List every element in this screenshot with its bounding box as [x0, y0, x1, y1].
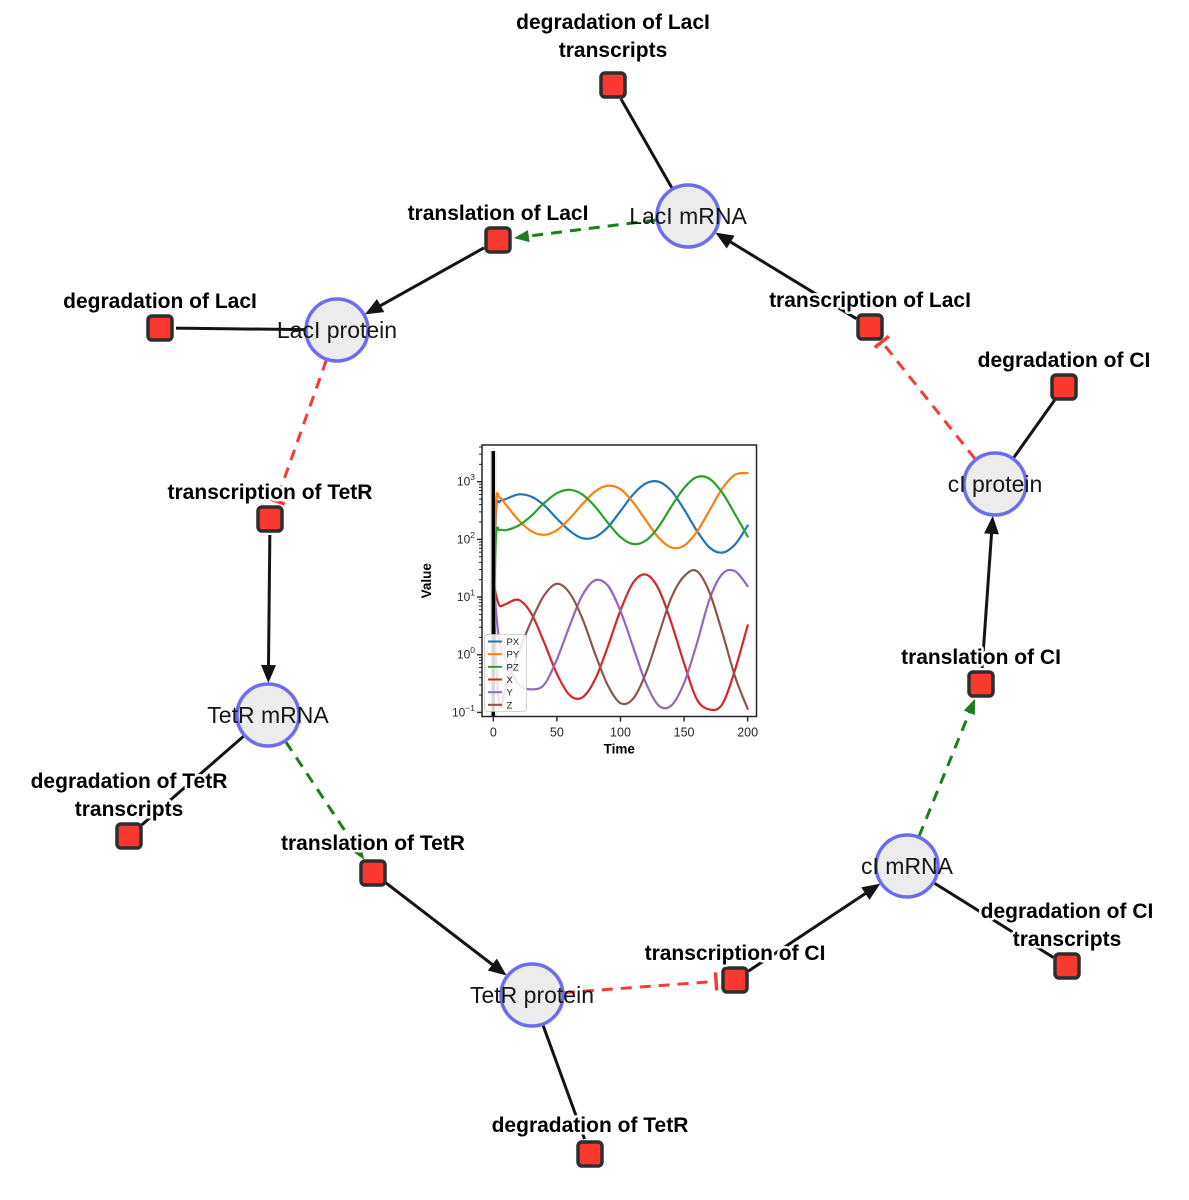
- reaction-label-tx_tetr-line0: transcription of TetR: [168, 481, 373, 504]
- edges-layer: [140, 98, 1056, 1140]
- reaction-label-tx_ci-line0: transcription of CI: [645, 942, 826, 965]
- y-tick-10e1: 101: [457, 588, 475, 605]
- reaction-node-deg_laci_tx[interactable]: [599, 71, 627, 99]
- y-tick-10e-1: 10−1: [452, 703, 475, 720]
- x-tick-0: 0: [490, 726, 497, 740]
- legend-entry-PX: PX: [507, 637, 520, 648]
- x-axis-label: Time: [604, 742, 636, 757]
- species-label-ci_protein: cI protein: [948, 471, 1043, 497]
- axes-frame: [481, 444, 758, 718]
- legend-entry-PZ: PZ: [507, 662, 519, 673]
- edge-ci_mrna-tl_ci: [917, 698, 975, 837]
- edge-tetr_mrna-deg_tetr_tx: [140, 734, 245, 827]
- edge-tx_tetr-tetr_mrna: [261, 534, 277, 684]
- legend-entry-Y: Y: [507, 688, 514, 699]
- legend-entry-PY: PY: [507, 650, 520, 661]
- y-axis-label: Value: [419, 563, 434, 599]
- species-label-ci_mrna: cI mRNA: [861, 853, 954, 879]
- reaction-label-deg_ci-line0: degradation of CI: [978, 349, 1151, 372]
- species-node-tetr_protein[interactable]: [499, 962, 565, 1028]
- reaction-label-deg_laci_tx-line0: degradation of LacI: [516, 11, 710, 34]
- reaction-node-deg_laci[interactable]: [146, 314, 174, 342]
- reaction-label-tl_laci-line0: translation of LacI: [408, 202, 589, 225]
- reaction-label-tx_laci-line0: transcription of LacI: [769, 289, 971, 312]
- x-tick-100: 100: [610, 726, 631, 740]
- legend-entry-Z: Z: [507, 700, 513, 711]
- nodes-layer: [115, 71, 1081, 1168]
- reaction-node-tx_ci[interactable]: [721, 966, 749, 994]
- x-tick-200: 200: [737, 726, 758, 740]
- reaction-label-deg_ci_tx-line0: degradation of CI: [981, 900, 1154, 923]
- reaction-label-tl_ci-line0: translation of CI: [901, 646, 1061, 669]
- edge-tetr_protein-deg_tetr: [541, 1024, 586, 1140]
- labels-layer: LacI mRNA LacI protein cI protein TetR mRNA…: [28, 9, 1156, 1140]
- reaction-label-deg_ci_tx-line1: transcripts: [1013, 928, 1122, 951]
- species-label-laci_mrna: LacI mRNA: [629, 203, 747, 229]
- edge-ci_mrna-deg_ci_tx: [933, 881, 1055, 959]
- reaction-node-deg_ci_tx[interactable]: [1053, 952, 1081, 980]
- legend-entry-X: X: [507, 675, 514, 686]
- species-label-laci_protein: LacI protein: [277, 317, 397, 343]
- edge-tx_ci-ci_mrna: [747, 883, 881, 973]
- edge-tl_tetr-tetr_protein: [384, 881, 507, 976]
- edge-tetr_mrna-tl_tetr: [284, 740, 365, 860]
- plot-curves: [492, 471, 749, 712]
- series-X: [492, 573, 749, 712]
- reaction-label-deg_laci_tx-line1: transcripts: [559, 39, 668, 62]
- reaction-label-deg_tetr_tx-line0: degradation of TetR: [31, 770, 228, 793]
- species-node-ci_mrna[interactable]: [874, 833, 940, 899]
- reaction-label-deg_laci-line0: degradation of LacI: [63, 290, 257, 313]
- series-PX: [492, 480, 749, 656]
- edge-ci_protein-deg_ci: [1012, 399, 1056, 459]
- edge-tl_laci-laci_protein: [364, 246, 485, 315]
- timeseries-inset-plot: 0 50 100 150 20010310210110010−1TimeValuePXP…: [419, 444, 758, 757]
- edge-laci_mrna-deg_laci_tx: [619, 98, 674, 189]
- y-tick-10e2: 102: [457, 530, 475, 547]
- species-node-ci_protein[interactable]: [962, 451, 1028, 517]
- species-node-laci_mrna[interactable]: [655, 183, 721, 249]
- species-node-laci_protein[interactable]: [304, 297, 370, 363]
- species-label-tetr_protein: TetR protein: [470, 982, 594, 1008]
- series-PY: [492, 471, 749, 656]
- reaction-label-deg_tetr_tx-line1: transcripts: [75, 798, 184, 821]
- x-tick-50: 50: [550, 726, 564, 740]
- y-tick-10e3: 103: [457, 472, 475, 489]
- reaction-node-tl_tetr[interactable]: [359, 859, 387, 887]
- series-Z: [492, 569, 749, 711]
- reaction-node-deg_ci[interactable]: [1050, 373, 1078, 401]
- edge-tl_ci-ci_protein: [980, 515, 999, 669]
- x-tick-150: 150: [674, 726, 695, 740]
- reaction-node-tx_tetr[interactable]: [256, 505, 284, 533]
- reaction-node-deg_tetr[interactable]: [576, 1140, 604, 1168]
- series-PZ: [492, 475, 749, 656]
- edge-laci_protein-deg_laci: [175, 326, 306, 332]
- reaction-node-tl_laci[interactable]: [484, 226, 512, 254]
- reaction-node-deg_tetr_tx[interactable]: [115, 822, 143, 850]
- species-node-tetr_mrna[interactable]: [235, 682, 301, 748]
- edge-laci_mrna-tl_laci: [513, 218, 657, 243]
- edge-tetr_protein-tx_ci: [563, 972, 719, 995]
- reaction-node-tx_laci[interactable]: [856, 313, 884, 341]
- reaction-node-tl_ci[interactable]: [967, 670, 995, 698]
- edge-ci_protein-tx_laci: [873, 334, 977, 460]
- reaction-label-deg_tetr-line0: degradation of TetR: [492, 1114, 689, 1137]
- edge-laci_protein-tx_tetr: [267, 359, 328, 506]
- y-tick-10e0: 100: [457, 645, 475, 662]
- reaction-label-tl_tetr-line0: translation of TetR: [281, 832, 465, 855]
- edge-tx_laci-laci_mrna: [715, 232, 858, 320]
- species-label-tetr_mrna: TetR mRNA: [207, 702, 329, 728]
